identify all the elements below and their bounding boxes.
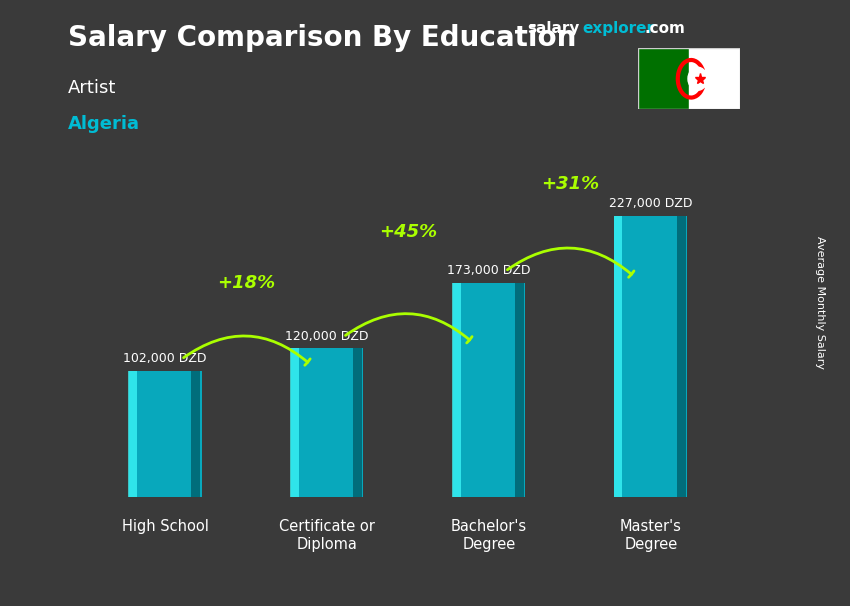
Text: explorer: explorer — [582, 21, 654, 36]
Text: +31%: +31% — [541, 175, 599, 193]
Text: Certificate or
Diploma: Certificate or Diploma — [279, 519, 375, 552]
Bar — [515, 282, 524, 497]
Text: salary: salary — [527, 21, 580, 36]
Text: Average Monthly Salary: Average Monthly Salary — [815, 236, 825, 370]
Text: High School: High School — [122, 519, 208, 534]
Text: 120,000 DZD: 120,000 DZD — [286, 330, 369, 342]
Text: 227,000 DZD: 227,000 DZD — [609, 197, 693, 210]
Text: Salary Comparison By Education: Salary Comparison By Education — [68, 24, 576, 52]
Bar — [128, 371, 137, 497]
Bar — [452, 282, 461, 497]
Bar — [677, 216, 686, 497]
Bar — [291, 348, 364, 497]
Text: 173,000 DZD: 173,000 DZD — [447, 264, 530, 277]
Text: Master's
Degree: Master's Degree — [620, 519, 682, 552]
Bar — [614, 216, 622, 497]
Bar — [638, 48, 688, 109]
Text: Bachelor's
Degree: Bachelor's Degree — [450, 519, 527, 552]
Bar — [452, 282, 525, 497]
Circle shape — [688, 67, 707, 90]
Bar — [354, 348, 362, 497]
Text: Algeria: Algeria — [68, 115, 140, 133]
Bar — [290, 348, 298, 497]
Bar — [615, 216, 688, 497]
Text: +18%: +18% — [217, 274, 275, 291]
Text: +45%: +45% — [379, 223, 437, 241]
Bar — [128, 371, 201, 497]
Bar — [191, 371, 200, 497]
Text: Artist: Artist — [68, 79, 116, 97]
Text: 102,000 DZD: 102,000 DZD — [123, 352, 207, 365]
Bar — [688, 48, 740, 109]
Text: .com: .com — [644, 21, 685, 36]
